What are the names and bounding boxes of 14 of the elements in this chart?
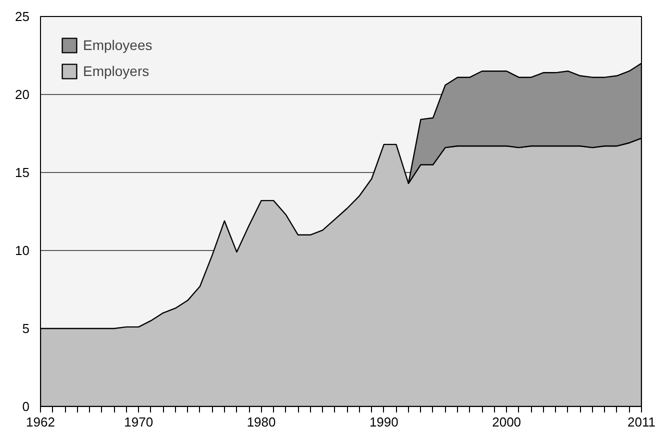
- y-tick-label: 10: [15, 243, 30, 258]
- x-tick-label: 1990: [369, 414, 398, 430]
- y-tick-label: 20: [15, 87, 30, 102]
- legend-label: Employees: [83, 37, 152, 53]
- legend-label: Employers: [83, 63, 150, 79]
- y-tick-label: 25: [15, 9, 30, 24]
- x-tick-label: 1962: [26, 414, 55, 430]
- x-tick-label: 2011: [628, 414, 656, 430]
- x-tick-label: 1980: [246, 414, 276, 430]
- x-tick-label: 1970: [124, 414, 154, 430]
- y-tick-label: 15: [15, 165, 30, 180]
- y-tick-label: 5: [22, 321, 30, 336]
- x-tick-label: 2000: [492, 414, 522, 430]
- y-tick-label: 0: [22, 399, 30, 414]
